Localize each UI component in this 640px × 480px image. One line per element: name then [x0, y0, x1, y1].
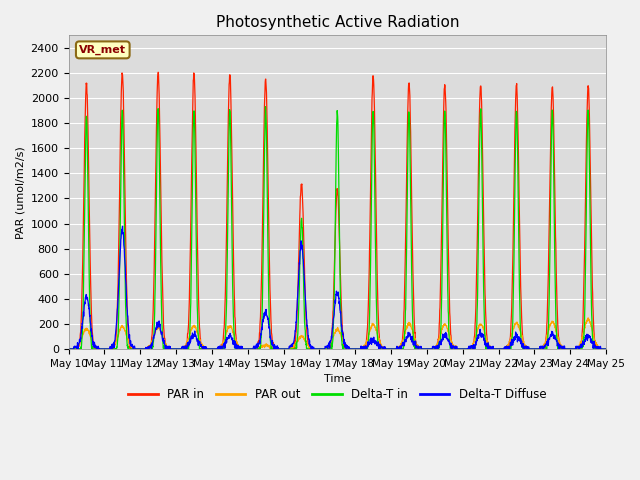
Delta-T Diffuse — [365, 342, 372, 348]
Y-axis label: PAR (umol/m2/s): PAR (umol/m2/s) — [15, 146, 25, 239]
X-axis label: Time: Time — [324, 374, 351, 384]
PAR in — [602, 346, 610, 352]
PAR in — [65, 346, 72, 352]
Delta-T in — [365, 338, 372, 344]
PAR out — [602, 346, 610, 352]
Line: PAR out: PAR out — [68, 318, 606, 349]
Delta-T Diffuse — [65, 346, 72, 352]
Delta-T Diffuse — [570, 346, 577, 352]
Legend: PAR in, PAR out, Delta-T in, Delta-T Diffuse: PAR in, PAR out, Delta-T in, Delta-T Dif… — [124, 384, 551, 406]
Delta-T Diffuse — [353, 346, 361, 352]
Delta-T in — [570, 346, 577, 352]
PAR out — [353, 346, 360, 352]
Title: Photosynthetic Active Radiation: Photosynthetic Active Radiation — [216, 15, 459, 30]
PAR out — [570, 346, 577, 352]
Delta-T in — [353, 346, 361, 352]
PAR in — [353, 346, 361, 352]
PAR out — [555, 337, 563, 343]
PAR in — [555, 335, 563, 340]
PAR out — [493, 346, 501, 352]
Delta-T in — [555, 346, 563, 351]
PAR out — [364, 334, 372, 339]
PAR in — [365, 295, 372, 300]
PAR in — [154, 69, 162, 75]
Delta-T Diffuse — [555, 341, 563, 347]
PAR out — [214, 345, 222, 350]
PAR out — [584, 315, 592, 321]
Delta-T Diffuse — [602, 346, 610, 352]
Line: Delta-T in: Delta-T in — [68, 107, 606, 349]
Text: VR_met: VR_met — [79, 45, 126, 55]
Delta-T Diffuse — [118, 223, 126, 229]
Delta-T Diffuse — [215, 344, 223, 349]
PAR out — [65, 346, 72, 352]
PAR in — [215, 346, 223, 352]
Delta-T in — [262, 104, 269, 109]
Line: PAR in: PAR in — [68, 72, 606, 349]
PAR in — [493, 346, 501, 352]
Delta-T in — [493, 346, 501, 352]
PAR in — [570, 346, 577, 352]
Delta-T in — [214, 346, 222, 352]
Delta-T in — [602, 346, 610, 352]
Delta-T in — [65, 346, 72, 352]
Line: Delta-T Diffuse: Delta-T Diffuse — [68, 226, 606, 349]
Delta-T Diffuse — [493, 346, 501, 352]
